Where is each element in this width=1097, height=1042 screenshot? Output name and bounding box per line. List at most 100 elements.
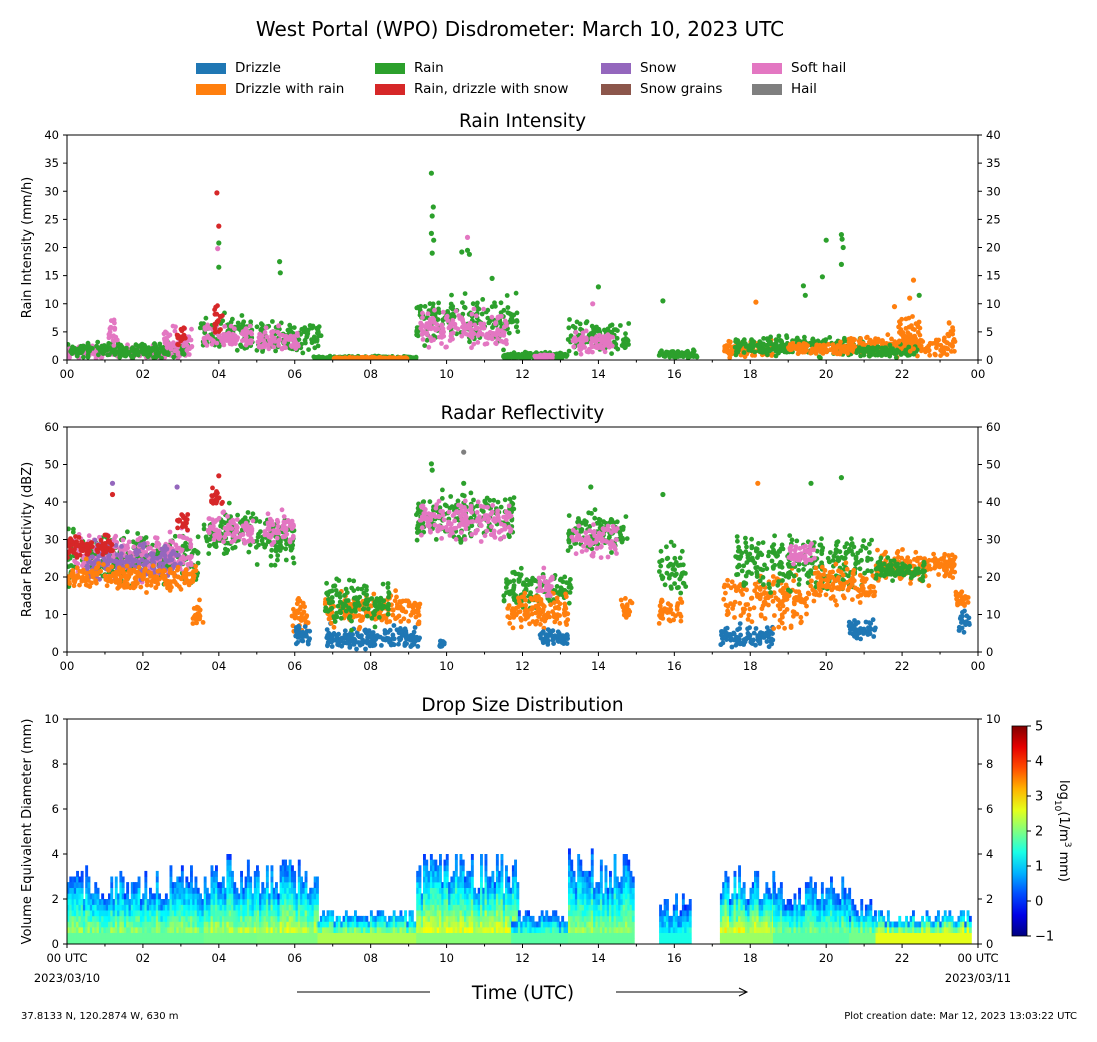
y-axis-label: Radar Reflectivity (dBZ) xyxy=(20,462,35,617)
data-point xyxy=(105,567,111,572)
data-point xyxy=(310,323,316,329)
data-point xyxy=(265,511,271,517)
data-point xyxy=(927,352,933,358)
data-point xyxy=(342,628,348,634)
data-point xyxy=(457,316,463,321)
data-point xyxy=(364,592,369,598)
data-point xyxy=(756,345,762,350)
data-point xyxy=(913,321,919,327)
data-point xyxy=(271,344,276,350)
data-point xyxy=(219,501,225,506)
data-point xyxy=(168,538,174,544)
data-point xyxy=(85,354,91,360)
data-point xyxy=(188,542,194,547)
data-point xyxy=(334,576,340,582)
data-point xyxy=(262,330,268,335)
data-point xyxy=(108,548,114,554)
data-point xyxy=(333,588,339,593)
data-point xyxy=(285,327,291,333)
data-point xyxy=(938,353,943,358)
data-point xyxy=(566,348,572,354)
data-point xyxy=(167,332,173,338)
data-point xyxy=(115,570,120,576)
data-point xyxy=(352,639,358,645)
data-point xyxy=(212,326,218,331)
data-point xyxy=(823,237,829,243)
y-tick-label: 0 xyxy=(52,645,59,659)
data-point xyxy=(484,341,490,347)
data-point xyxy=(316,324,322,330)
x-tick-label: 00 xyxy=(60,367,75,381)
y-tick-label-right: 35 xyxy=(986,156,1001,170)
data-point xyxy=(291,325,297,330)
data-point xyxy=(263,325,269,331)
data-point xyxy=(272,339,278,344)
data-point xyxy=(609,322,615,328)
data-point xyxy=(495,327,501,333)
data-point xyxy=(429,338,434,344)
legend-swatch xyxy=(196,83,226,95)
data-point xyxy=(195,534,201,540)
data-point xyxy=(429,311,434,317)
data-point xyxy=(504,293,510,298)
data-point xyxy=(90,572,96,578)
x-tick-label: 20 xyxy=(819,367,834,381)
data-point xyxy=(471,306,477,312)
y-tick-label: 20 xyxy=(44,241,59,255)
data-point xyxy=(337,608,343,614)
data-point xyxy=(248,536,254,542)
data-point xyxy=(110,338,116,343)
data-point xyxy=(113,575,119,580)
data-point xyxy=(256,531,261,537)
data-point xyxy=(206,528,212,534)
data-point xyxy=(135,352,141,358)
data-point xyxy=(489,275,495,281)
data-point xyxy=(566,325,572,331)
data-point xyxy=(916,292,922,298)
data-point xyxy=(77,552,83,558)
data-point xyxy=(87,348,92,354)
data-point xyxy=(595,284,602,290)
data-point xyxy=(761,336,766,341)
data-point xyxy=(436,300,441,306)
scatter-series xyxy=(67,170,958,360)
data-point xyxy=(324,627,330,632)
data-point xyxy=(287,523,293,529)
data-point xyxy=(233,524,239,530)
data-point xyxy=(735,338,741,343)
data-point xyxy=(175,335,181,341)
legend-label: Rain, drizzle with snow xyxy=(414,81,569,97)
data-point xyxy=(429,213,435,219)
data-point xyxy=(198,321,204,327)
data-point xyxy=(945,331,951,337)
data-point xyxy=(214,517,220,523)
data-point xyxy=(787,346,792,352)
data-point xyxy=(471,341,477,347)
data-point xyxy=(146,347,152,353)
data-point xyxy=(352,356,357,360)
data-point xyxy=(933,352,938,358)
data-point xyxy=(157,345,163,351)
data-point xyxy=(179,336,184,341)
data-point xyxy=(761,342,766,348)
data-point xyxy=(268,553,274,559)
data-point xyxy=(467,339,472,345)
data-point xyxy=(86,533,92,539)
data-point xyxy=(441,640,447,646)
data-point xyxy=(431,319,437,325)
data-point xyxy=(120,537,126,543)
data-point xyxy=(204,538,210,544)
data-point xyxy=(170,323,176,329)
data-point xyxy=(95,345,101,351)
data-point xyxy=(139,346,145,351)
data-point xyxy=(247,323,253,329)
data-point xyxy=(864,335,869,341)
data-point xyxy=(245,510,251,515)
data-point xyxy=(323,605,329,611)
data-point xyxy=(382,628,388,633)
y-tick-label-right: 50 xyxy=(986,458,1001,472)
data-point xyxy=(338,615,344,621)
data-point xyxy=(250,511,256,517)
data-point xyxy=(191,606,197,611)
y-tick-label: 10 xyxy=(44,608,59,622)
